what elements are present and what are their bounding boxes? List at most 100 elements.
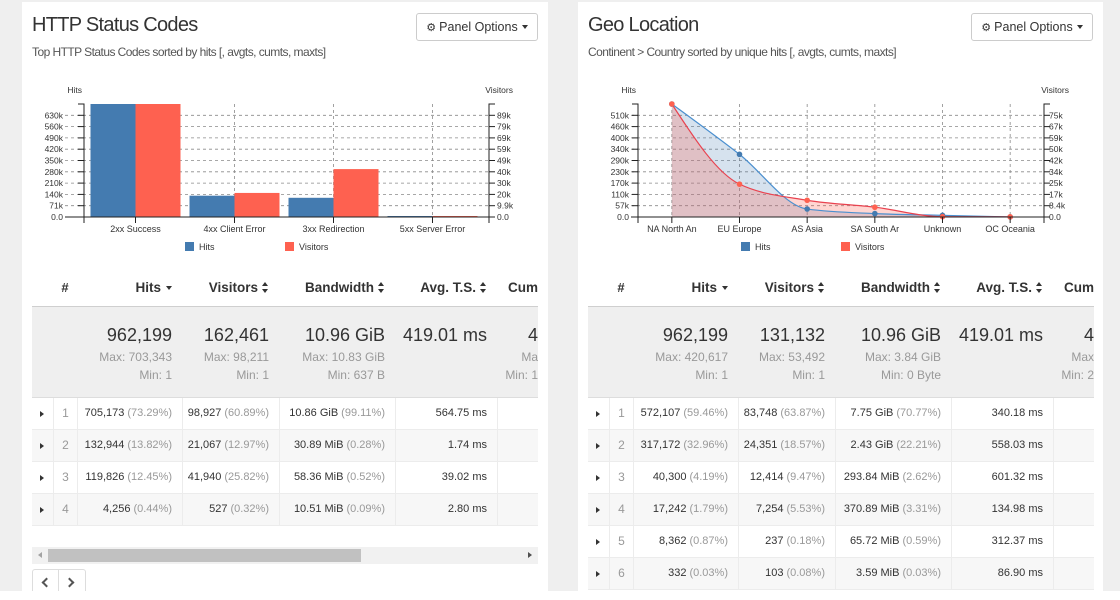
cell-avgts: 564.75 ms — [395, 398, 497, 429]
legend-label-visitors: Visitors — [299, 242, 329, 252]
column-header-hits[interactable]: Hits — [633, 270, 738, 306]
cell-avgts: 1.74 ms — [395, 430, 497, 461]
row-expand-toggle[interactable] — [588, 558, 609, 589]
row-expand-toggle[interactable] — [32, 430, 53, 461]
prev-page-button[interactable] — [32, 569, 59, 591]
summary-num — [53, 307, 77, 397]
panel-options-button[interactable]: Panel Options — [416, 13, 538, 41]
column-header-label: Cum — [1064, 280, 1094, 295]
summary-min: Min: 1 — [236, 368, 269, 382]
summary-avgts: 419.01 ms — [395, 307, 497, 397]
panel-options-label: Panel Options — [439, 20, 518, 34]
cell-avgts: 39.02 ms — [395, 462, 497, 493]
panel-options-button[interactable]: Panel Options — [971, 13, 1093, 41]
table-row[interactable]: 1 572,107 (59.46%) 83,748 (63.87%) 7.75 GiB (7… — [588, 398, 1094, 430]
column-header-bandwidth[interactable]: Bandwidth — [835, 270, 951, 306]
summary-total: 419.01 ms — [958, 325, 1043, 345]
bandwidth-percent: (0.28%) — [346, 439, 385, 451]
table-row[interactable]: 3 40,300 (4.19%) 12,414 (9.47%) 293.84 MiB (2.… — [588, 462, 1094, 494]
row-expand-toggle[interactable] — [588, 462, 609, 493]
cell-avgts: 340.18 ms — [951, 398, 1053, 429]
table-row[interactable]: 4 17,242 (1.79%) 7,254 (5.53%) 370.89 MiB (3.3… — [588, 494, 1094, 526]
table-row[interactable]: 5 8,362 (0.87%) 237 (0.18%) 65.72 MiB (0.59%) 3… — [588, 526, 1094, 558]
cell-hits: 17,242 (1.79%) — [633, 494, 738, 525]
bandwidth-value: 3.59 MiB — [856, 567, 900, 579]
summary-bandwidth: 10.96 GiB Max: 10.83 GiB Min: 637 B — [279, 307, 395, 397]
y-axis-left-tick-label: 110k — [611, 189, 630, 199]
point-visitors — [669, 101, 675, 107]
column-header-avgts[interactable]: Avg. T.S. — [951, 270, 1053, 306]
row-expand-toggle[interactable] — [588, 526, 609, 557]
x-axis-category-label: 5xx Server Error — [400, 224, 466, 234]
cell-cumts — [1053, 494, 1094, 525]
table-row[interactable]: 4 4,256 (0.44%) 527 (0.32%) 10.51 MiB (0.09%) 2… — [32, 494, 538, 526]
row-expand-toggle[interactable] — [588, 430, 609, 461]
row-expand-toggle[interactable] — [32, 398, 53, 429]
y-axis-left-tick-label: 400k — [611, 133, 630, 143]
column-header-visitors[interactable]: Visitors — [182, 270, 279, 306]
bandwidth-percent: (2.62%) — [902, 471, 941, 483]
hits-percent: (0.87%) — [689, 535, 728, 547]
cell-avgts: 134.98 ms — [951, 494, 1053, 525]
table-row[interactable]: 3 119,826 (12.45%) 41,940 (25.82%) 58.36 MiB(… — [32, 462, 538, 494]
legend-swatch-visitors — [285, 242, 294, 251]
y-axis-right — [1043, 103, 1050, 217]
summary-total: 10.96 GiB — [860, 325, 941, 345]
column-header-cumts[interactable]: Cum — [497, 270, 538, 306]
column-header-cumts[interactable]: Cum — [1053, 270, 1094, 306]
summary-total: 162,461 — [203, 325, 269, 345]
row-expand-toggle[interactable] — [588, 398, 609, 429]
visitors-percent: (0.08%) — [786, 567, 825, 579]
x-axis — [65, 216, 490, 223]
table-row[interactable]: 2 132,944 (13.82%) 21,067 (12.97%) 30.89 MiB(… — [32, 430, 538, 462]
column-header-label: Hits — [135, 280, 161, 295]
x-axis-category-label: OC Oceania — [985, 224, 1035, 234]
cell-bandwidth: 10.51 MiB (0.09%) — [279, 494, 395, 525]
y-axis-right-tick-label: 67k — [1049, 122, 1063, 132]
legend-label-hits: Hits — [199, 242, 215, 252]
summary-total: 10.96 GiB — [304, 325, 385, 345]
bandwidth-value: 2.43 GiB — [850, 439, 894, 451]
y-axis-right-tick-label: 69k — [497, 133, 511, 143]
table-summary-row: 962,199 Max: 420,617 Min: 1 131,132 Max: 53,… — [588, 307, 1094, 398]
cell-bandwidth: 65.72 MiB (0.59%) — [835, 526, 951, 557]
cell-visitors: 7,254 (5.53%) — [738, 494, 835, 525]
bandwidth-percent: (70.77%) — [896, 407, 941, 419]
x-axis-category-label: 2xx Success — [110, 224, 161, 234]
cell-hits: 119,826 (12.45%) — [77, 462, 182, 493]
scroll-left-arrow-icon[interactable] — [38, 552, 42, 558]
visitors-percent: (18.57%) — [780, 439, 825, 451]
row-expand-toggle[interactable] — [32, 494, 53, 525]
column-header-bandwidth[interactable]: Bandwidth — [279, 270, 395, 306]
table-row[interactable]: 6 332 (0.03%) 103 (0.08%) 3.59 MiB (0.03%) 86.9… — [588, 558, 1094, 590]
y-axis-right-tick-label: 30k — [497, 178, 511, 188]
y-axis-left-tick-label: 340k — [611, 144, 630, 154]
column-header-avgts[interactable]: Avg. T.S. — [395, 270, 497, 306]
summary-hits: 962,199 Max: 703,343 Min: 1 — [77, 307, 182, 397]
table-row[interactable]: 1 705,173 (73.29%) 98,927 (60.89%) 10.86 GiB(… — [32, 398, 538, 430]
y-axis-left-tick-label: 510k — [611, 110, 630, 120]
panel-subtitle: Top HTTP Status Codes sorted by hits [, … — [32, 45, 326, 59]
y-axis-left-title: Hits — [67, 85, 82, 95]
horizontal-scrollbar[interactable] — [32, 547, 538, 564]
scroll-right-arrow-icon[interactable] — [528, 552, 532, 558]
column-header-visitors[interactable]: Visitors — [738, 270, 835, 306]
cell-cumts — [1053, 398, 1094, 429]
geo-location-area-chart: NA North An EU Europe AS Asia SA South Ar Un… — [611, 85, 1069, 252]
row-expand-toggle[interactable] — [588, 494, 609, 525]
bar-hits — [189, 195, 235, 217]
scrollbar-thumb[interactable] — [48, 549, 361, 562]
summary-hits: 962,199 Max: 420,617 Min: 1 — [633, 307, 738, 397]
summary-cumts: 4 Max Min: 2 — [1053, 307, 1094, 397]
column-header-hits[interactable]: Hits — [77, 270, 182, 306]
table-row[interactable]: 2 317,172 (32.96%) 24,351 (18.57%) 2.43 GiB (2… — [588, 430, 1094, 462]
y-axis-left-tick-label: 0.0 — [617, 212, 629, 222]
x-axis-category-label: 3xx Redirection — [302, 224, 364, 234]
row-expand-toggle[interactable] — [32, 462, 53, 493]
sort-icon — [1036, 282, 1043, 293]
point-visitors — [736, 181, 743, 187]
cell-bandwidth: 370.89 MiB (3.31%) — [835, 494, 951, 525]
column-header-num: # — [609, 270, 633, 306]
next-page-button[interactable] — [59, 569, 86, 591]
cell-visitors: 103 (0.08%) — [738, 558, 835, 589]
